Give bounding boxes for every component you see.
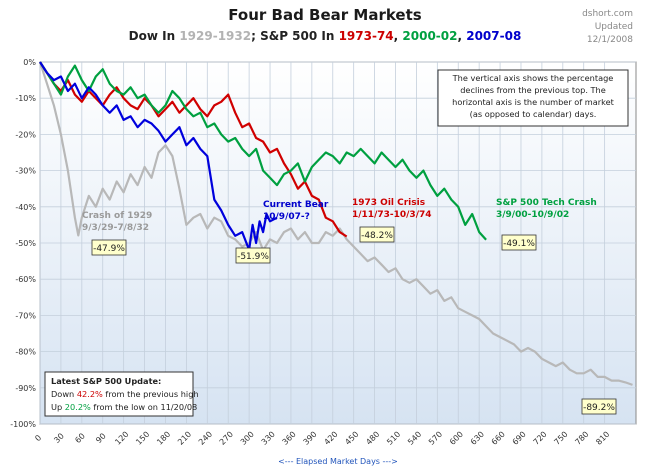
series-line-1	[39, 61, 348, 238]
y-tick-label: -80%	[15, 348, 36, 357]
callout-2000: -49.1%	[501, 234, 537, 251]
callout-1929: -47.9%	[91, 239, 127, 256]
y-tick-label: -60%	[15, 275, 36, 284]
series-line-0	[38, 61, 633, 386]
update-part: 20.2%	[65, 402, 91, 412]
subtitle-part: Dow In	[129, 29, 180, 43]
update-line-down: Down 42.2% from the previous high	[51, 389, 199, 399]
x-tick-label: 630	[469, 430, 486, 447]
subtitle-part: ; S&P 500 In	[251, 29, 338, 43]
note-line: The vertical axis shows the percentage	[452, 73, 614, 83]
annotation-current-dates: 10/9/07-?	[263, 212, 310, 222]
annotation-1973-title: 1973 Oil Crisis	[352, 198, 425, 208]
update-part: Up	[51, 402, 65, 412]
x-tick-label: 540	[406, 430, 423, 447]
note-line: declines from the previous top. The	[460, 85, 606, 95]
update-part: from the low on 11/20/08	[91, 402, 197, 412]
x-tick-label: 690	[511, 430, 528, 447]
x-tick-label: 300	[239, 430, 256, 447]
note-box: The vertical axis shows the percentage d…	[437, 69, 629, 127]
x-tick-label: 120	[113, 430, 130, 447]
x-tick-label: 330	[260, 430, 277, 447]
subtitle-part: 2007-08	[466, 29, 521, 43]
x-tick-label: 180	[155, 430, 172, 447]
chart-title: Four Bad Bear Markets	[228, 6, 421, 24]
x-tick-label: 390	[302, 430, 319, 447]
x-tick-label: 570	[427, 430, 444, 447]
x-tick-label: 720	[532, 430, 549, 447]
chart-subtitle: Dow In 1929-1932; S&P 500 In 1973-74, 20…	[129, 29, 522, 43]
note-line: horizontal axis is the number of market	[452, 97, 615, 107]
note-line: (as opposed to calendar) days.	[470, 109, 597, 119]
y-tick-label: -100%	[10, 420, 36, 429]
series-line-3	[39, 61, 278, 251]
y-tick-label: -40%	[15, 203, 36, 212]
update-part: 42.2%	[77, 389, 103, 399]
x-tick-label: 60	[73, 431, 87, 445]
callout-final: -89.2%	[581, 398, 617, 415]
callout-final-value: -89.2%	[583, 403, 615, 413]
x-tick-label: 360	[281, 430, 298, 447]
x-tick-label: 90	[94, 431, 108, 445]
x-tick-label: 510	[385, 430, 402, 447]
x-tick-label: 0	[33, 433, 43, 443]
update-box: Latest S&P 500 Update: Down 42.2% from t…	[44, 371, 199, 417]
update-part: from the previous high	[103, 389, 199, 399]
credit: dshort.com Updated 12/1/2008	[582, 9, 633, 45]
update-title: Latest S&P 500 Update:	[51, 376, 161, 386]
x-tick-label: 660	[490, 430, 507, 447]
callout-1973: -48.2%	[359, 226, 395, 243]
x-tick-label: 810	[594, 430, 611, 447]
credit-date: 12/1/2008	[587, 35, 633, 45]
subtitle-part: ,	[394, 29, 403, 43]
x-tick-label: 600	[448, 430, 465, 447]
update-line-up: Up 20.2% from the low on 11/20/08	[51, 402, 197, 412]
y-tick-label: 0%	[23, 58, 36, 67]
annotation-2000-dates: 3/9/00-10/9/02	[496, 210, 569, 220]
series-line-2	[39, 61, 487, 241]
y-tick-label: -30%	[15, 167, 36, 176]
x-tick-label: 750	[552, 430, 569, 447]
x-tick-label: 450	[343, 430, 360, 447]
x-axis-label: <--- Elapsed Market Days --->	[278, 457, 398, 466]
x-axis: 0 30 60 90 120 150 180 210 240 270 300 330 360 390 420…	[33, 430, 611, 447]
x-tick-label: 420	[322, 430, 339, 447]
update-part: Down	[51, 389, 77, 399]
callout-2000-value: -49.1%	[503, 239, 535, 249]
x-tick-label: 150	[134, 430, 151, 447]
annotation-current-title: Current Bear	[263, 200, 329, 210]
callout-1973-value: -48.2%	[361, 231, 393, 241]
callout-current: -51.9%	[235, 247, 271, 264]
annotation-1929-dates: 9/3/29-7/8/32	[82, 223, 149, 233]
annotation-1973-dates: 1/11/73-10/3/74	[352, 210, 432, 220]
y-tick-label: -20%	[15, 130, 36, 139]
subtitle-part: 1929-1932	[179, 29, 251, 43]
subtitle-part: 2000-02	[402, 29, 457, 43]
x-tick-label: 240	[197, 430, 214, 447]
credit-site: dshort.com	[582, 9, 633, 19]
credit-updated: Updated	[595, 22, 633, 32]
x-tick-label: 30	[52, 431, 66, 445]
value-callouts: -47.9% -51.9% -48.2% -49.1% -89.2%	[91, 226, 617, 415]
subtitle-part: ,	[457, 29, 466, 43]
x-tick-label: 480	[364, 430, 381, 447]
callout-current-value: -51.9%	[237, 252, 269, 262]
y-tick-label: -90%	[15, 384, 36, 393]
x-tick-label: 270	[218, 430, 235, 447]
x-tick-label: 780	[573, 430, 590, 447]
callout-1929-value: -47.9%	[93, 244, 125, 254]
y-tick-label: -70%	[15, 311, 36, 320]
subtitle-part: 1973-74	[339, 29, 394, 43]
y-tick-label: -50%	[15, 239, 36, 248]
y-tick-label: -10%	[15, 94, 36, 103]
annotation-1929-title: Crash of 1929	[82, 211, 152, 221]
annotation-2000-title: S&P 500 Tech Crash	[496, 198, 597, 208]
series-lines	[38, 61, 633, 386]
y-axis: 0% -10% -20% -30% -40% -50% -60% -70% -80% -90% -1…	[10, 58, 36, 429]
series-annotations: Crash of 1929 9/3/29-7/8/32 Current Bear…	[82, 198, 597, 233]
x-tick-label: 210	[176, 430, 193, 447]
